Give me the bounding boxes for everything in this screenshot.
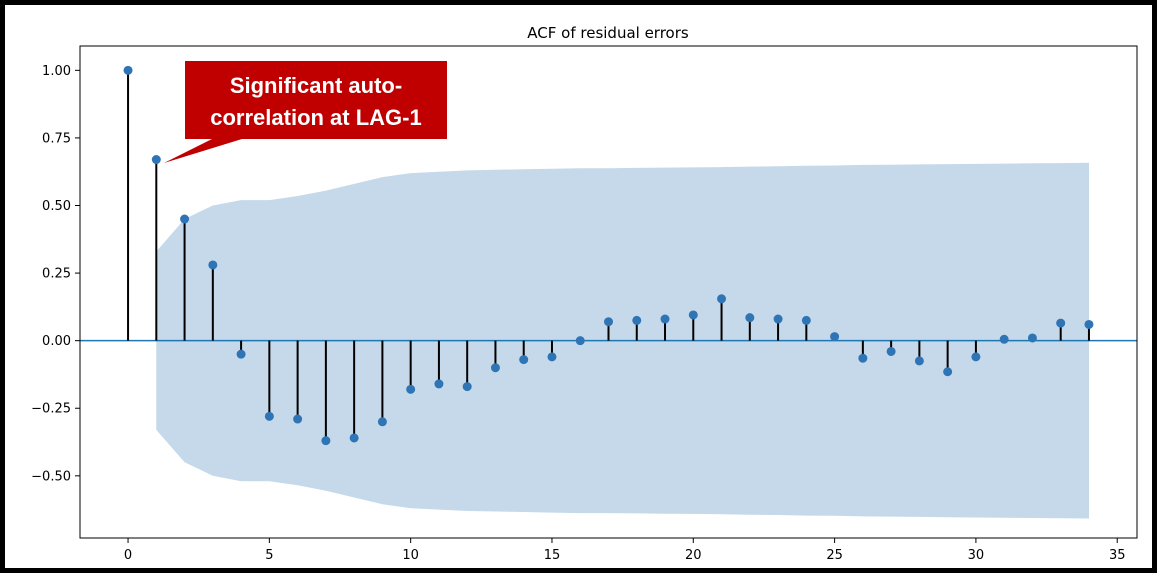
marker-lag-0: [123, 65, 133, 75]
axes-box: [79, 45, 1138, 539]
marker-lag-9: [377, 417, 387, 427]
marker-lag-27: [886, 346, 896, 356]
marker-lag-1: [151, 155, 161, 165]
x-tick-label-35: 35: [1109, 548, 1126, 563]
marker-lag-3: [208, 260, 218, 270]
marker-lag-33: [1056, 318, 1066, 328]
marker-lag-22: [745, 313, 755, 323]
x-tick-label-30: 30: [968, 548, 985, 563]
x-tick-label-15: 15: [544, 548, 561, 563]
y-tick-label-1: 0.75: [42, 131, 71, 146]
y-tick-label-2: 0.50: [42, 199, 71, 214]
marker-lag-30: [971, 352, 981, 362]
marker-lag-32: [1027, 333, 1037, 343]
marker-lag-28: [914, 356, 924, 366]
x-tick-label-25: 25: [826, 548, 843, 563]
plot-area: 0 5 10 15 20 25 30 35 1.00 0.75 0.50 0.25 0.00 −0.25 −…: [31, 45, 1138, 563]
callout-text-line2: correlation at LAG-1: [210, 105, 421, 130]
marker-lag-10: [406, 384, 416, 394]
marker-lag-26: [858, 353, 868, 363]
lag1-callout: Significant auto- correlation at LAG-1: [164, 61, 447, 163]
marker-lag-17: [604, 317, 613, 327]
marker-lag-21: [717, 294, 727, 304]
marker-lag-12: [462, 382, 472, 392]
y-tick-label-6: −0.50: [31, 469, 71, 484]
callout-text-line1: Significant auto-: [230, 73, 402, 98]
y-tick-label-0: 1.00: [42, 64, 71, 79]
acf-chart: ACF of residual errors 0 5 10 15 20 25 30 35 1.0…: [31, 24, 1138, 563]
marker-lag-11: [434, 379, 444, 389]
y-tick-label-3: 0.25: [42, 267, 71, 282]
marker-lag-8: [349, 433, 359, 443]
marker-lag-16: [575, 336, 585, 346]
marker-lag-6: [293, 414, 303, 424]
marker-lag-4: [236, 349, 246, 359]
x-tick-label-5: 5: [265, 548, 273, 563]
callout-pointer: [164, 135, 255, 163]
marker-lag-20: [688, 310, 698, 320]
marker-lag-13: [490, 363, 500, 373]
marker-lag-18: [632, 315, 642, 325]
marker-lag-31: [999, 334, 1009, 344]
marker-lag-34: [1084, 319, 1094, 329]
marker-lag-25: [830, 332, 840, 342]
y-tick-label-4: 0.00: [42, 334, 71, 349]
callout-box: [185, 61, 447, 139]
marker-lag-2: [180, 214, 190, 224]
marker-lag-24: [801, 315, 811, 325]
x-tick-label-20: 20: [685, 548, 702, 563]
marker-lag-15: [547, 352, 557, 362]
marker-lag-5: [264, 411, 274, 421]
y-tick-label-5: −0.25: [31, 402, 71, 417]
marker-lag-14: [519, 355, 529, 365]
chart-title: ACF of residual errors: [527, 24, 689, 42]
x-tick-label-10: 10: [402, 548, 419, 563]
marker-lag-23: [773, 314, 783, 324]
marker-lag-19: [660, 314, 670, 324]
marker-lag-29: [943, 367, 953, 377]
marker-lag-7: [321, 436, 331, 446]
x-tick-label-0: 0: [124, 548, 132, 563]
